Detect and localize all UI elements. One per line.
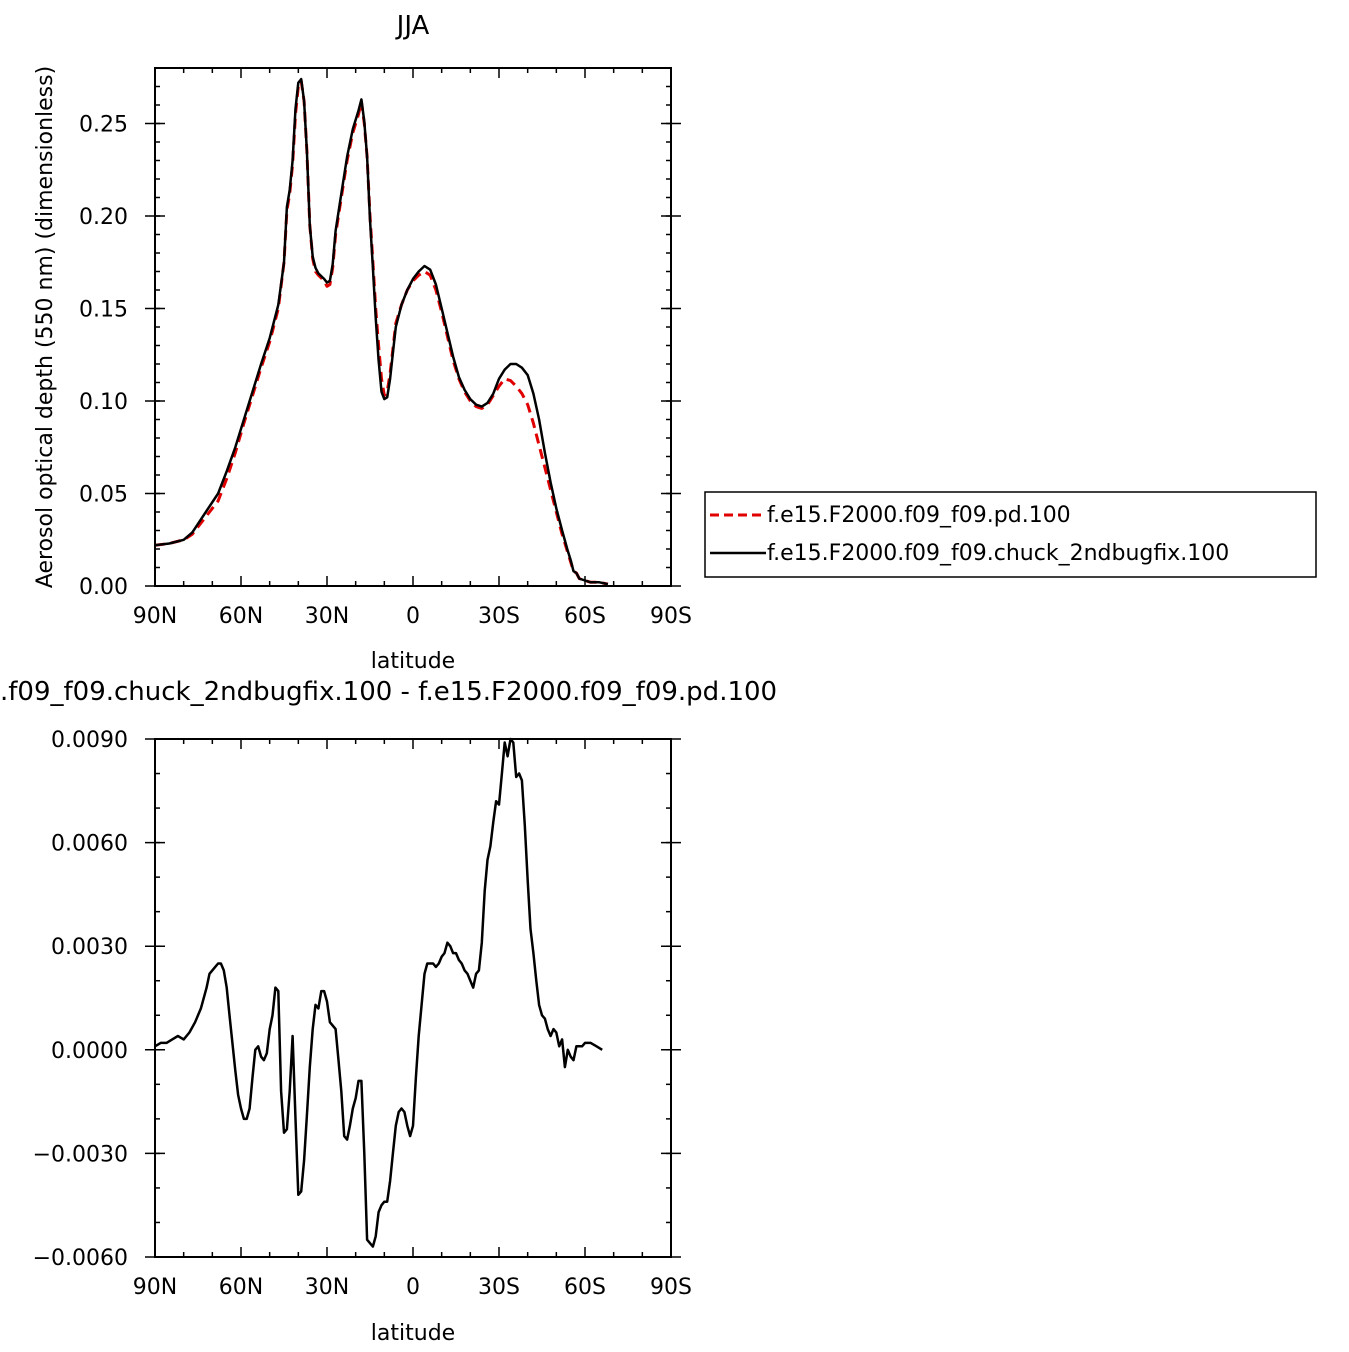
legend-box <box>704 491 1317 578</box>
x-tick-label: 90N <box>133 1275 177 1300</box>
x-tick-label: 60N <box>219 604 263 629</box>
y-tick-label: 0.15 <box>79 298 128 323</box>
legend-label-chuck: f.e15.F2000.f09_f09.chuck_2ndbugfix.100 <box>767 541 1229 566</box>
plot-frame <box>154 67 672 587</box>
axis-ticks-bottom: 90N 60N 30N 0 30S 60S 90S 0.0090 0.0060 0.0030 0.0… <box>33 728 692 1300</box>
x-axis-label: latitude <box>371 649 455 674</box>
diff-chart-title: .f09_f09.chuck_2ndbugfix.100 - f.e15.F20… <box>0 677 777 707</box>
x-tick-label: 0 <box>406 604 420 629</box>
chart-title: JJA <box>395 11 430 41</box>
x-tick-label: 60S <box>564 1275 606 1300</box>
x-tick-label: 30N <box>305 604 349 629</box>
x-tick-label: 90N <box>133 604 177 629</box>
series-line-0 <box>154 737 603 1248</box>
legend-label-pd: f.e15.F2000.f09_f09.pd.100 <box>767 503 1071 528</box>
y-tick-label: 0.0030 <box>51 935 128 960</box>
y-tick-label: 0.25 <box>79 113 128 138</box>
series-lines-bottom <box>154 737 603 1248</box>
x-tick-label: 30S <box>478 1275 520 1300</box>
difference-chart: .f09_f09.chuck_2ndbugfix.100 - f.e15.F20… <box>0 677 777 1346</box>
y-tick-label: 0.0000 <box>51 1039 128 1064</box>
series-line-1 <box>154 77 609 586</box>
y-tick-label: 0.20 <box>79 205 128 230</box>
y-tick-label: 0.0060 <box>51 832 128 857</box>
axis-ticks: 90N 60N 30N 0 30S 60S 90S 0.00 0.05 0.10 0.15 0.20 0… <box>79 67 692 629</box>
y-tick-label: 0.05 <box>79 483 128 508</box>
y-tick-label: 0.10 <box>79 390 128 415</box>
x-axis-label-bottom: latitude <box>371 1321 455 1346</box>
series-lines <box>154 77 609 586</box>
y-tick-label: 0.0090 <box>51 728 128 753</box>
x-tick-label: 0 <box>406 1275 420 1300</box>
series-line-0 <box>154 79 609 586</box>
x-tick-label: 90S <box>650 604 692 629</box>
y-tick-label: 0.00 <box>79 575 128 600</box>
x-tick-label: 30S <box>478 604 520 629</box>
x-tick-label: 60N <box>219 1275 263 1300</box>
x-tick-label: 30N <box>305 1275 349 1300</box>
x-tick-label: 90S <box>650 1275 692 1300</box>
y-tick-label: −0.0030 <box>33 1142 128 1167</box>
plot-frame-bottom <box>154 738 672 1258</box>
legend: f.e15.F2000.f09_f09.pd.100 f.e15.F2000.f… <box>704 491 1317 578</box>
y-tick-label: −0.0060 <box>33 1246 128 1271</box>
y-axis-label: Aerosol optical depth (550 nm) (dimensio… <box>33 66 58 588</box>
x-tick-label: 60S <box>564 604 606 629</box>
aod-chart: JJA Aerosol optical depth (550 nm) (dime… <box>33 11 692 674</box>
